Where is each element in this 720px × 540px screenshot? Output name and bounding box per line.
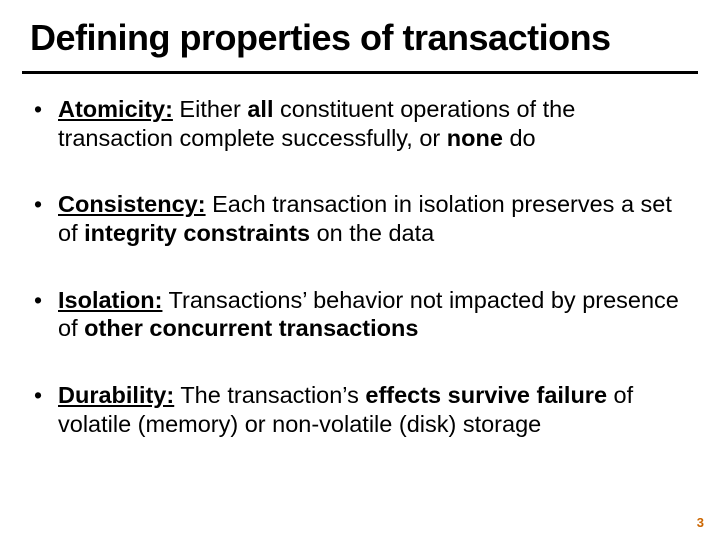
bullet-term: Isolation: <box>58 287 162 313</box>
bullet-item: Isolation: Transactions’ behavior not im… <box>30 286 690 343</box>
slide-title: Defining properties of transactions <box>30 17 690 59</box>
bullet-text-bold: integrity constraints <box>84 220 310 246</box>
page-number: 3 <box>697 515 704 530</box>
bullet-text-bold: effects survive failure <box>365 382 607 408</box>
content-area: Atomicity: Either all constituent operat… <box>30 95 690 476</box>
bullet-text-bold: none <box>447 125 503 151</box>
bullet-text-bold: other concurrent transactions <box>84 315 418 341</box>
bullet-text: do <box>503 125 536 151</box>
slide: Defining properties of transactions Atom… <box>0 0 720 540</box>
bullet-text-bold: all <box>247 96 273 122</box>
bullet-text: The transaction’s <box>174 382 365 408</box>
bullet-list: Atomicity: Either all constituent operat… <box>30 95 690 438</box>
bullet-term: Atomicity: <box>58 96 173 122</box>
bullet-text: Either <box>173 96 247 122</box>
bullet-item: Atomicity: Either all constituent operat… <box>30 95 690 152</box>
bullet-item: Consistency: Each transaction in isolati… <box>30 190 690 247</box>
bullet-text: on the data <box>310 220 434 246</box>
bullet-term: Durability: <box>58 382 174 408</box>
horizontal-rule <box>22 71 698 74</box>
bullet-item: Durability: The transaction’s effects su… <box>30 381 690 438</box>
bullet-term: Consistency: <box>58 191 206 217</box>
